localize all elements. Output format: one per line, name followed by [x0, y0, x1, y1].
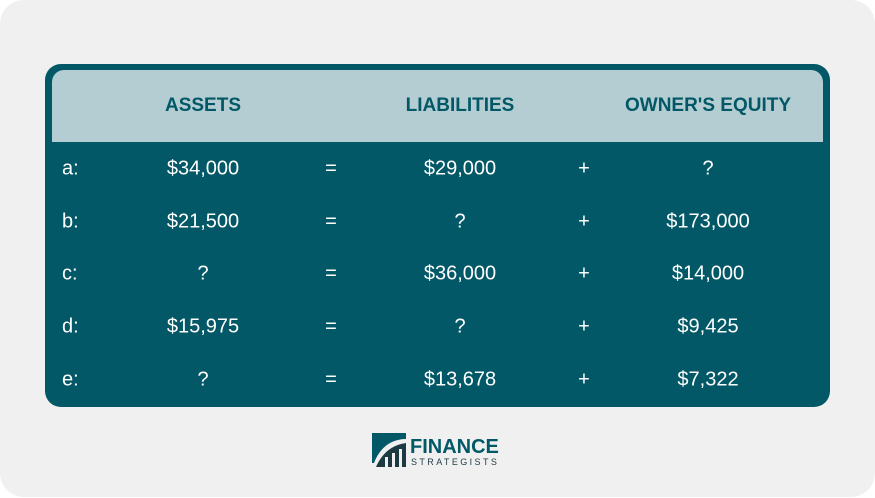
- row-liabilities: $36,000: [423, 262, 497, 285]
- row-plus: +: [578, 262, 590, 285]
- row-liabilities: ?: [454, 315, 466, 338]
- row-assets: $34,000: [166, 157, 240, 180]
- row-plus: +: [578, 368, 590, 391]
- row-label: c:: [62, 262, 78, 285]
- svg-text:STRATEGISTS: STRATEGISTS: [411, 457, 499, 467]
- row-assets: $15,975: [166, 315, 240, 338]
- row-liabilities: ?: [454, 210, 466, 233]
- row-label: d:: [62, 315, 79, 338]
- row-label: b:: [62, 210, 79, 233]
- header-liabilities: LIABILITIES: [405, 95, 515, 116]
- svg-text:FINANCE: FINANCE: [410, 436, 499, 458]
- row-plus: +: [578, 157, 590, 180]
- equation-table: [45, 64, 830, 407]
- row-equity: ?: [702, 157, 714, 180]
- row-liabilities: $29,000: [423, 157, 497, 180]
- row-eq: =: [325, 368, 337, 391]
- row-equity: $14,000: [671, 262, 745, 285]
- row-equity: $7,322: [677, 368, 739, 391]
- header-assets: ASSETS: [164, 95, 242, 116]
- header-equity: OWNER'S EQUITY: [624, 95, 792, 116]
- row-label: a:: [62, 157, 79, 180]
- row-eq: =: [325, 315, 337, 338]
- row-assets: ?: [197, 368, 209, 391]
- row-eq: =: [325, 262, 337, 285]
- table-header: [52, 70, 823, 142]
- row-plus: +: [578, 210, 590, 233]
- row-assets: ?: [197, 262, 209, 285]
- row-label: e:: [62, 368, 79, 391]
- finance-strategists-logo: FINANCE STRATEGISTS: [372, 433, 499, 467]
- row-equity: $9,425: [677, 315, 739, 338]
- row-eq: =: [325, 210, 337, 233]
- row-liabilities: $13,678: [423, 368, 497, 391]
- row-eq: =: [325, 157, 337, 180]
- row-assets: $21,500: [166, 210, 240, 233]
- row-equity: $173,000: [666, 210, 750, 233]
- row-plus: +: [578, 315, 590, 338]
